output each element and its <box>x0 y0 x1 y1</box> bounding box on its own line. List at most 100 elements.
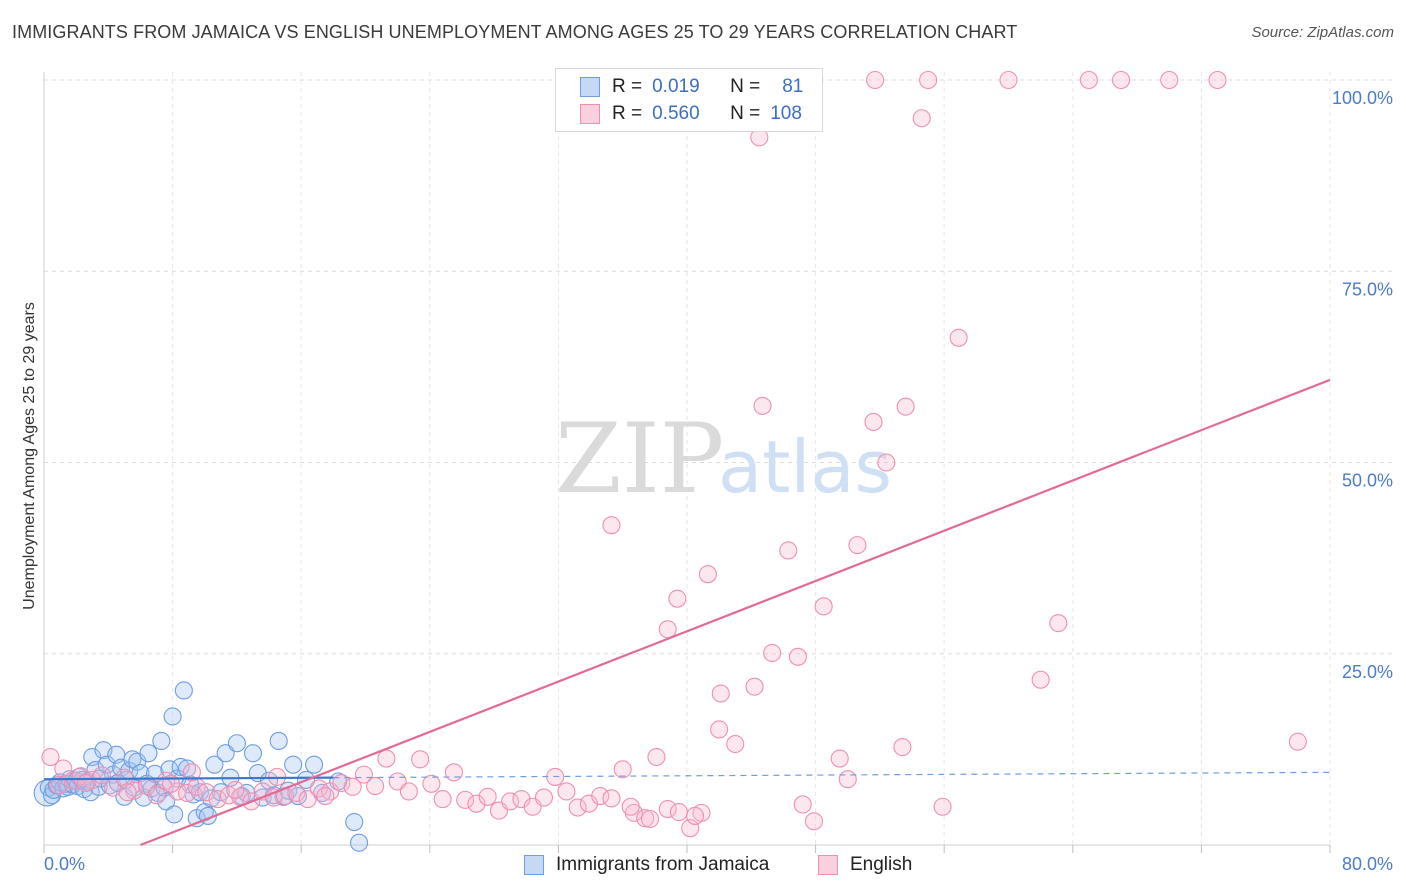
legend-swatch-english <box>580 104 600 124</box>
point-english <box>118 783 137 802</box>
point-english <box>711 684 730 703</box>
y-tick-label: 75.0% <box>1342 279 1393 299</box>
point-english <box>422 774 441 793</box>
point-english <box>316 786 335 806</box>
bottom-legend-english: English <box>818 852 912 878</box>
legend-swatch-jamaica <box>580 77 600 97</box>
point-jamaica <box>171 757 190 777</box>
point-english <box>793 795 812 814</box>
point-english <box>830 749 849 768</box>
point-english <box>1049 614 1068 633</box>
point-jamaica <box>284 755 303 774</box>
point-english <box>658 799 677 819</box>
point-english <box>1160 70 1179 90</box>
point-english <box>613 760 632 779</box>
point-english <box>866 70 885 90</box>
point-english <box>568 798 587 817</box>
grid-lines <box>44 72 1395 845</box>
point-english <box>658 620 677 639</box>
point-english <box>710 720 729 739</box>
point-english <box>726 734 745 754</box>
point-english <box>197 783 216 802</box>
point-english <box>896 397 915 416</box>
bottom-legend-jamaica: Immigrants from Jamaica <box>524 852 769 878</box>
point-english <box>745 677 764 696</box>
point-english <box>399 782 418 801</box>
point-english <box>779 541 798 560</box>
point-jamaica <box>139 744 158 763</box>
point-english <box>602 789 621 808</box>
point-english <box>182 763 201 782</box>
chart-title: IMMIGRANTS FROM JAMAICA VS ENGLISH UNEMP… <box>12 22 1018 42</box>
point-english <box>621 797 640 816</box>
point-english <box>1288 732 1307 751</box>
point-english <box>1111 70 1131 90</box>
y-axis-label: Unemployment Among Ages 25 to 29 years <box>21 302 38 610</box>
trend-line-jamaica <box>43 776 334 781</box>
point-english <box>147 786 166 805</box>
stats-legend: R = 0.019 N = 81 R = 0.560 N = 108 <box>555 68 823 132</box>
point-english <box>444 763 463 782</box>
trend-line-english <box>140 378 1331 847</box>
point-jamaica <box>350 833 369 852</box>
point-english <box>1208 70 1227 90</box>
point-english <box>54 759 73 778</box>
point-english <box>838 770 857 789</box>
point-english <box>309 779 328 798</box>
point-english <box>411 750 430 769</box>
legend-n-label: N = <box>730 76 761 97</box>
point-english <box>864 412 883 432</box>
point-english <box>877 453 896 472</box>
point-english <box>226 780 245 799</box>
legend-n-label: N = <box>730 103 761 124</box>
legend-r-value-jamaica: 0.019 <box>652 76 700 97</box>
point-jamaica <box>123 750 142 769</box>
point-english <box>298 790 317 809</box>
y-tick-label: 25.0% <box>1342 662 1393 682</box>
point-english <box>478 787 497 806</box>
point-english <box>343 777 362 796</box>
point-jamaica <box>345 812 364 832</box>
point-english <box>912 109 931 128</box>
legend-row-jamaica: R = 0.019 N = 81 <box>580 74 803 100</box>
source-credit: Source: ZipAtlas.com <box>1251 24 1394 41</box>
point-jamaica <box>202 789 221 808</box>
point-english <box>332 773 351 793</box>
point-english <box>534 788 553 807</box>
series-jamaica-points <box>33 681 369 852</box>
watermark-atlas: atlas <box>718 425 892 509</box>
point-jamaica <box>165 805 184 824</box>
point-english <box>804 812 824 831</box>
legend-r-label: R = <box>612 76 643 97</box>
y-tick-labels: 25.0% 50.0% 75.0% 100.0% <box>1332 88 1393 682</box>
point-english <box>919 70 938 90</box>
point-english <box>1079 70 1098 90</box>
point-english <box>168 782 187 801</box>
point-english <box>456 790 475 809</box>
bottom-legend-label-english: English <box>850 854 913 875</box>
x-tick-labels: 0.0% 80.0% <box>44 854 1393 874</box>
legend-r-value-english: 0.560 <box>652 103 700 124</box>
point-jamaica <box>174 681 193 700</box>
legend-n-value-english: 108 <box>770 103 802 124</box>
axes <box>43 72 1331 853</box>
point-english <box>501 792 520 811</box>
point-english <box>949 328 968 347</box>
point-english <box>636 809 655 828</box>
point-english <box>467 794 486 813</box>
point-jamaica <box>205 755 224 774</box>
point-english <box>753 396 772 415</box>
point-english <box>668 589 687 608</box>
point-english <box>999 70 1018 90</box>
point-english <box>76 773 95 793</box>
point-jamaica <box>152 731 171 751</box>
point-english <box>41 747 60 767</box>
point-english <box>377 749 396 768</box>
point-english <box>814 597 833 616</box>
point-english <box>433 790 452 809</box>
point-english <box>640 809 660 829</box>
point-jamaica <box>269 731 288 751</box>
point-english <box>698 565 717 584</box>
point-jamaica <box>243 744 263 763</box>
point-jamaica <box>288 786 308 806</box>
